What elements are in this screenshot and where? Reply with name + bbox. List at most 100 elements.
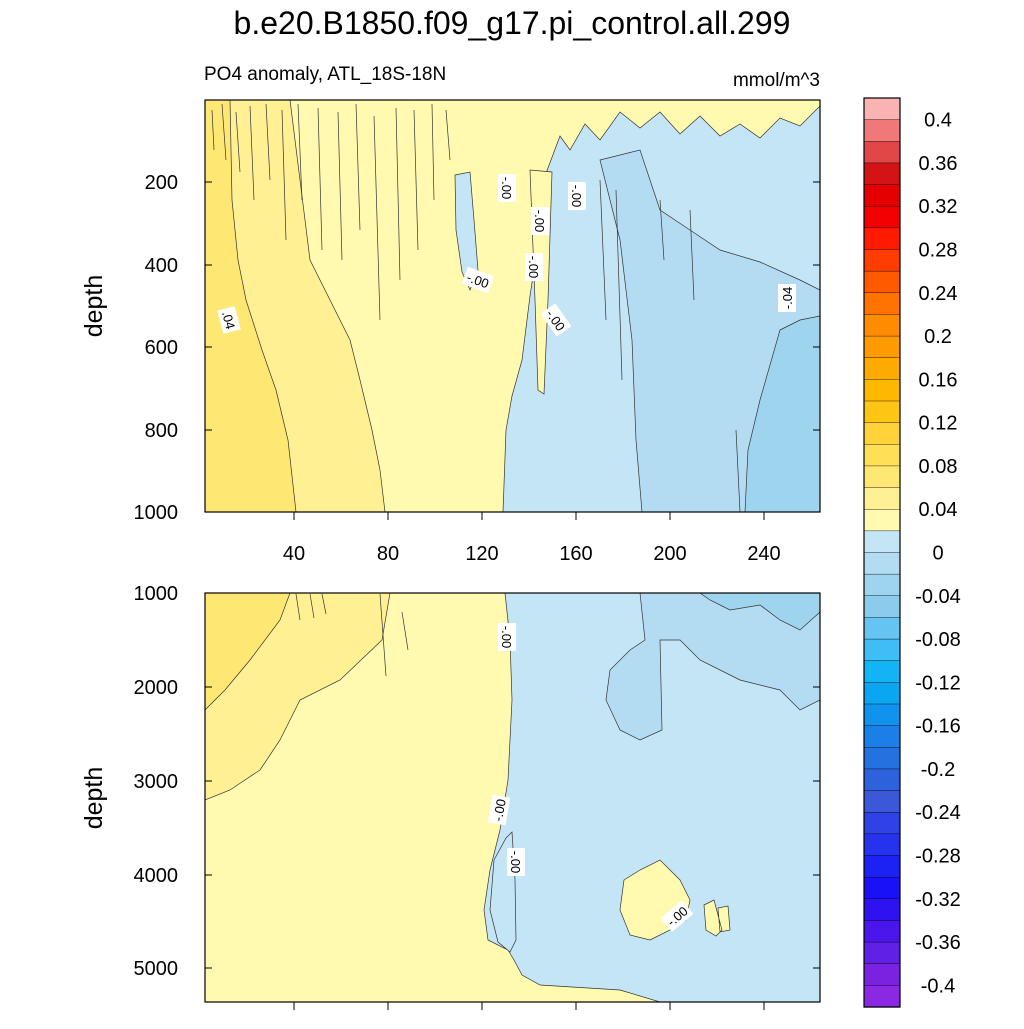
upper-panel: depth 200 400 600 800 1000 40 80 120 160…	[80, 99, 821, 565]
upper-contour-label-8: -.04	[780, 287, 795, 309]
colorbar-swatch	[863, 941, 901, 965]
colorbar-label: -0.04	[915, 586, 961, 608]
colorbar-label: -0.4	[921, 975, 955, 997]
lower-yaxis-ticks	[205, 592, 820, 969]
colorbar-label: -0.2	[921, 759, 955, 781]
lower-contour-label-1: -.00	[499, 626, 514, 648]
lower-region-pos-island-2	[703, 899, 731, 937]
colorbar-label: -0.08	[915, 629, 961, 651]
colorbar-swatch	[863, 357, 901, 380]
upper-ylabel: depth	[80, 275, 108, 338]
colorbar-swatch	[863, 97, 901, 121]
lower-ytick-5000: 5000	[134, 958, 179, 980]
upper-contour-label-4: -.00	[526, 256, 541, 278]
colorbar-swatch	[863, 747, 901, 770]
panel-subtitle-right: mmol/m^3	[733, 70, 820, 91]
colorbar-label: 0.36	[919, 153, 958, 175]
lower-contour-label-3: -.00	[508, 851, 523, 873]
colorbar-label: 0.2	[924, 326, 952, 348]
colorbar-swatch	[863, 638, 901, 662]
colorbar-swatch	[863, 898, 901, 922]
colorbar-label: -0.24	[915, 802, 961, 824]
colorbar-label: -0.36	[915, 932, 961, 954]
upper-contour-label-2: -.00	[569, 185, 584, 207]
upper-ytick-800: 800	[145, 420, 178, 442]
colorbar-swatch	[863, 379, 901, 402]
lower-contour-field	[205, 593, 820, 1002]
upper-contour-label-1: -.00	[499, 177, 514, 199]
colorbar-swatch	[863, 314, 901, 337]
upper-xtick-40: 40	[283, 543, 305, 565]
colorbar-swatch	[863, 184, 901, 207]
colorbar-label: -0.12	[915, 672, 961, 694]
colorbar-label: 0.12	[919, 413, 958, 435]
colorbar-swatch	[863, 119, 901, 142]
colorbar-swatch	[863, 682, 901, 705]
lower-ylabel: depth	[80, 767, 108, 830]
lower-contour-label-2: -.00	[490, 798, 509, 823]
colorbar-swatch	[863, 963, 901, 986]
lower-panel: depth 1000 2000 3000 4000 5000 -.00 -.00…	[80, 583, 821, 1010]
upper-contour-label-7: .04	[219, 309, 238, 330]
colorbar-swatch	[863, 552, 901, 575]
upper-contour-field	[205, 100, 820, 512]
colorbar-label: 0.04	[919, 499, 958, 521]
upper-region-pos-008	[205, 100, 297, 512]
upper-xtick-120: 120	[465, 543, 498, 565]
colorbar-swatch	[863, 141, 901, 164]
colorbar-swatch	[863, 876, 901, 900]
lower-ytick-1000: 1000	[134, 583, 179, 605]
upper-ytick-600: 600	[145, 337, 178, 359]
colorbar-label: 0.32	[919, 196, 958, 218]
lower-ytick-4000: 4000	[134, 865, 179, 887]
colorbar-swatch	[863, 465, 901, 489]
colorbar-frame	[863, 97, 901, 1008]
colorbar-label: 0.28	[919, 240, 958, 262]
lower-plot-frame	[204, 592, 821, 1003]
colorbar-swatch	[863, 768, 901, 792]
upper-xtick-80: 80	[377, 543, 399, 565]
colorbar-swatches	[863, 97, 901, 1008]
colorbar-swatch	[863, 422, 901, 445]
colorbar-label: -0.16	[915, 716, 961, 738]
colorbar-label: 0	[932, 543, 943, 565]
colorbar-swatch	[863, 335, 901, 359]
colorbar-swatch	[863, 725, 901, 748]
colorbar-label: 0.4	[924, 110, 952, 132]
colorbar-swatch	[863, 227, 901, 251]
colorbar-label: 0.08	[919, 456, 958, 478]
colorbar-swatch	[863, 444, 901, 467]
upper-region-neg-008	[744, 315, 820, 512]
colorbar-swatch	[863, 509, 901, 532]
colorbar: 0.4 0.36 0.32 0.28 0.24 0.2 0.16 0.12 0.08 0.04 0 -…	[863, 97, 961, 1008]
upper-xtick-200: 200	[653, 543, 686, 565]
colorbar-swatch	[863, 270, 901, 294]
colorbar-swatch	[863, 573, 901, 597]
lower-noise-lines	[295, 593, 409, 677]
upper-xaxis-ticks	[293, 512, 765, 520]
panel-subtitle-left: PO4 anomaly, ATL_18S-18N	[204, 64, 446, 85]
lower-region-pos-008	[205, 593, 291, 711]
lower-region-pos-0	[205, 593, 661, 1002]
colorbar-swatch	[863, 920, 901, 943]
upper-yaxis-ticks	[205, 181, 820, 513]
colorbar-swatch	[863, 530, 901, 554]
upper-noise-lines	[211, 103, 741, 512]
upper-contour-labels: -.00 -.00 -.00 -.00 -.00 -.00 .04 -.04	[217, 174, 796, 337]
colorbar-swatch	[863, 985, 901, 1008]
lower-region-neg-008	[699, 593, 820, 631]
colorbar-swatch	[863, 790, 901, 813]
chart-title: b.e20.B1850.f09_g17.pi_control.all.299	[234, 5, 791, 41]
colorbar-swatch	[863, 206, 901, 229]
lower-ytick-2000: 2000	[134, 677, 179, 699]
colorbar-swatch	[863, 487, 901, 510]
upper-xtick-160: 160	[559, 543, 592, 565]
colorbar-swatch	[863, 812, 901, 835]
colorbar-swatch	[863, 249, 901, 272]
colorbar-swatch	[863, 595, 901, 619]
upper-ytick-200: 200	[145, 172, 178, 194]
upper-plot-frame	[204, 99, 821, 513]
colorbar-swatch	[863, 292, 901, 316]
colorbar-swatch	[863, 660, 901, 683]
